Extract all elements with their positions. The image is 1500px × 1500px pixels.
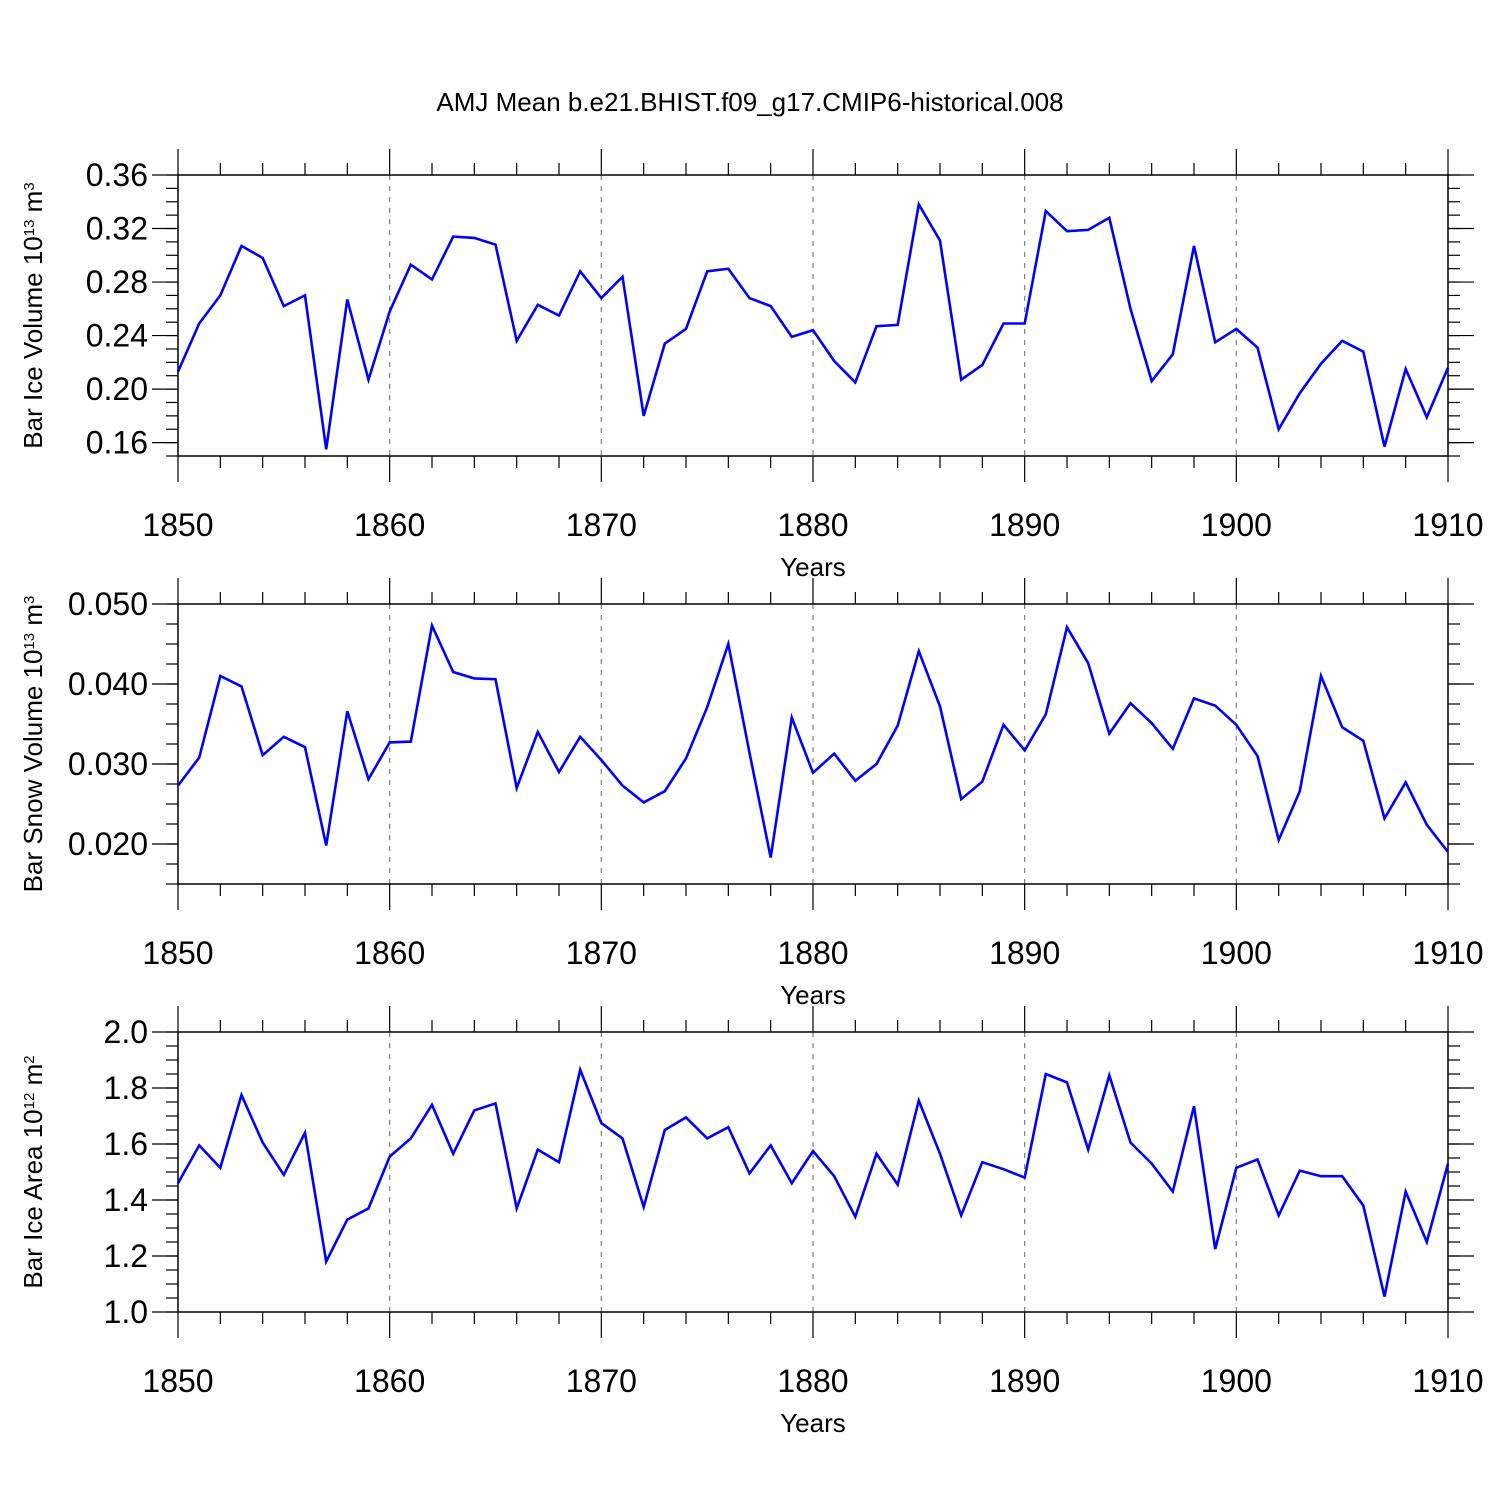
y-tick-label: 0.36	[86, 157, 148, 193]
y-tick-label: 0.040	[68, 666, 148, 702]
x-tick-label: 1860	[354, 935, 425, 971]
y-axis-title-text: Bar Ice Volume 10	[18, 236, 48, 448]
x-tick-label: 1890	[989, 507, 1060, 543]
y-tick-label: 0.20	[86, 371, 148, 407]
x-tick-label: 1880	[777, 1363, 848, 1399]
y-tick-label: 1.6	[104, 1126, 148, 1162]
y-axis-title-superscript: 2	[21, 1055, 38, 1063]
y-tick-label: 1.8	[104, 1070, 148, 1106]
y-axis-title-text: m	[18, 191, 48, 220]
y-axis-title: Bar Snow Volume 1013 m3	[18, 596, 48, 893]
panel-1: 0.16 0.20 0.24 0.28 0.32 0.36 1850 1860 1870 1880…	[18, 149, 1484, 582]
y-axis-title-text: Bar Snow Volume 10	[18, 650, 48, 893]
x-tick-label: 1880	[777, 507, 848, 543]
x-tick-label: 1850	[142, 935, 213, 971]
x-axis-title: Years	[780, 552, 846, 582]
x-tick-label: 1850	[142, 1363, 213, 1399]
panel-2: 0.020 0.030 0.040 0.050 1850 1860 1870 1880 1890…	[18, 578, 1484, 1010]
x-tick-label: 1890	[989, 1363, 1060, 1399]
x-tick-label: 1900	[1201, 935, 1272, 971]
y-tick-label: 1.4	[104, 1182, 148, 1218]
x-tick-label: 1900	[1201, 1363, 1272, 1399]
x-tick-label: 1910	[1412, 507, 1483, 543]
y-axis-title-superscript: 12	[21, 1093, 38, 1110]
x-tick-label: 1870	[566, 935, 637, 971]
x-tick-label: 1900	[1201, 507, 1272, 543]
y-axis-title: Bar Ice Area 1012 m2	[18, 1055, 48, 1288]
y-axis-title-superscript: 3	[21, 596, 38, 604]
series-line	[176, 200, 1450, 450]
y-tick-label: 0.020	[68, 826, 148, 862]
plot-frame	[177, 603, 1449, 885]
x-tick-label: 1890	[989, 935, 1060, 971]
x-tick-label: 1910	[1412, 1363, 1483, 1399]
y-axis-title-text: Bar Ice Area 10	[18, 1109, 48, 1288]
y-tick-label: 1.0	[104, 1294, 148, 1330]
x-tick-label: 1910	[1412, 935, 1483, 971]
y-tick-label: 0.050	[68, 586, 148, 622]
x-tick-label: 1870	[566, 1363, 637, 1399]
y-axis-title-text: m	[18, 604, 48, 633]
y-tick-label: 1.2	[104, 1238, 148, 1274]
y-tick-label: 2.0	[104, 1014, 148, 1050]
plot-frame	[177, 1031, 1449, 1313]
plot-frame	[177, 174, 1449, 457]
series-line	[176, 1065, 1450, 1297]
y-tick-label: 0.32	[86, 211, 148, 247]
y-tick-label: 0.030	[68, 746, 148, 782]
figure-title: AMJ Mean b.e21.BHIST.f09_g17.CMIP6-histo…	[436, 87, 1063, 117]
x-tick-label: 1870	[566, 507, 637, 543]
y-axis-title-superscript: 3	[21, 182, 38, 190]
y-axis-title-superscript: 13	[21, 220, 38, 237]
series-line	[176, 621, 1450, 858]
x-axis-title: Years	[780, 980, 846, 1010]
x-tick-label: 1860	[354, 507, 425, 543]
y-axis-title: Bar Ice Volume 1013 m3	[18, 182, 48, 448]
y-axis-title-text: m	[18, 1064, 48, 1093]
y-axis-title-superscript: 13	[21, 633, 38, 650]
y-tick-label: 0.16	[86, 425, 148, 461]
x-tick-label: 1860	[354, 1363, 425, 1399]
y-tick-label: 0.24	[86, 318, 148, 354]
panel-3: 1.0 1.2 1.4 1.6 1.8 2.0 1850 1860 1870 1880 1890 19…	[18, 1006, 1484, 1438]
x-tick-label: 1880	[777, 935, 848, 971]
y-tick-label: 0.28	[86, 264, 148, 300]
x-axis-title: Years	[780, 1408, 846, 1438]
x-tick-label: 1850	[142, 507, 213, 543]
